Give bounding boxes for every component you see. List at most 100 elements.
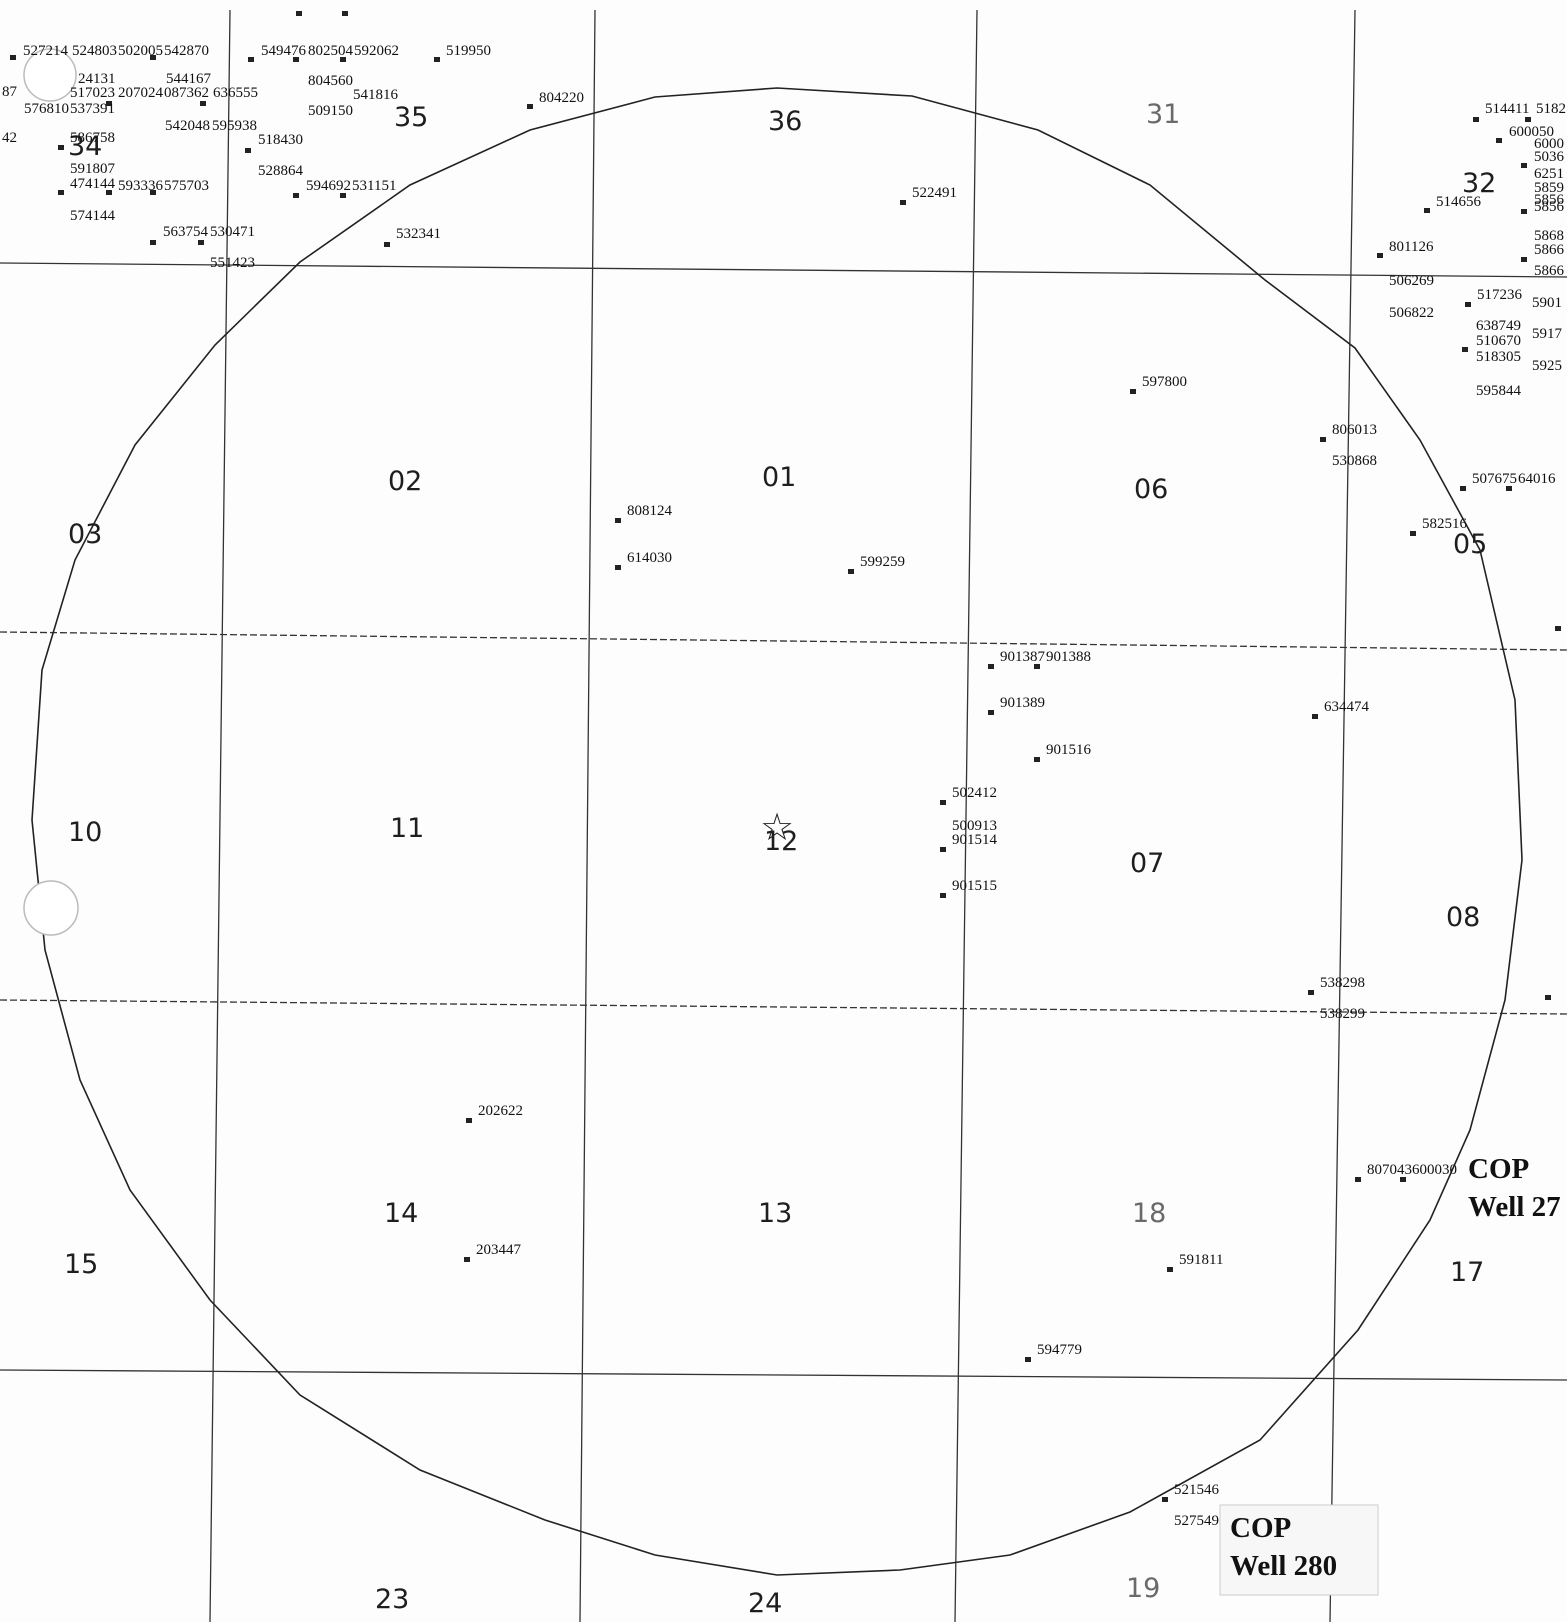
well-id-label: 5866 — [1534, 263, 1565, 279]
punch-hole-top — [23, 48, 77, 102]
well-id-label: 5182 — [1536, 101, 1566, 117]
well-marker — [1162, 1497, 1168, 1502]
well-marker — [434, 57, 440, 62]
well-id-label: 521546 — [1174, 1482, 1220, 1498]
well-id-label: 804220 — [539, 90, 584, 106]
well-id-label: 801126 — [1389, 239, 1434, 255]
well-id-label: 518305 — [1476, 349, 1521, 365]
well-id-label: 544167 — [166, 71, 212, 87]
cop-labels: COP Well 27 COP Well 280 — [1230, 1153, 1561, 1582]
well-marker — [988, 710, 994, 715]
well-marker — [150, 55, 156, 60]
well-id-label: 527214 — [23, 43, 69, 59]
well-id-label: 5901 — [1532, 295, 1562, 311]
well-id-label: 901516 — [1046, 742, 1092, 758]
well-id-label: 576810 — [24, 101, 69, 117]
grid-line-v2 — [579, 9, 596, 1622]
well-marker — [1525, 117, 1531, 122]
well-marker — [1545, 995, 1551, 1000]
well-marker — [198, 240, 204, 245]
well-marker — [1034, 664, 1040, 669]
well-id-label: 64016 — [1518, 471, 1556, 487]
section-number: 36 — [768, 106, 802, 137]
well-id-label: 509150 — [308, 103, 353, 119]
section-number: 12 — [764, 826, 798, 857]
well-id-label: 087362 — [164, 85, 209, 101]
well-marker — [848, 569, 854, 574]
well-id-label: 586758 — [70, 130, 115, 146]
well-marker — [1521, 163, 1527, 168]
well-id-label: 514411 — [1485, 101, 1529, 117]
section-number: 02 — [388, 466, 422, 497]
cop-label-line1: COP — [1230, 1512, 1291, 1544]
well-id-label: 507675 — [1472, 471, 1517, 487]
well-marker — [340, 193, 346, 198]
well-id-label: 5856 — [1534, 192, 1565, 208]
well-marker — [293, 57, 299, 62]
well-id-label: 594692 — [306, 178, 351, 194]
well-id-label: 530471 — [210, 224, 255, 240]
well-marker — [200, 101, 206, 106]
well-id-label: 549476 — [261, 43, 307, 59]
well-id-label: 5036 — [1534, 149, 1565, 165]
well-id-label: 527549 — [1174, 1513, 1219, 1529]
well-id-label: 5868 — [1534, 228, 1564, 244]
well-id-label: 591811 — [1179, 1252, 1223, 1268]
well-id-label: 5866 — [1534, 242, 1565, 258]
well-marker — [466, 1118, 472, 1123]
well-id-label: 519950 — [446, 43, 491, 59]
well-id-label: 517023 — [70, 85, 115, 101]
section-grid — [0, 9, 1567, 1622]
well-id-label: 804560 — [308, 73, 353, 89]
grid-line-h3 — [0, 999, 1567, 1015]
section-number: 07 — [1130, 848, 1164, 879]
well-marker — [527, 104, 533, 109]
well-id-label: 474144 — [70, 176, 116, 192]
well-marker — [1400, 1177, 1406, 1182]
cop-label-line2: Well 280 — [1230, 1550, 1337, 1582]
well-id-label: 901388 — [1046, 649, 1091, 665]
well-marker — [58, 145, 64, 150]
section-number: 13 — [758, 1198, 792, 1229]
well-id-label: 901514 — [952, 832, 998, 848]
cop-label-line2: Well 27 — [1468, 1191, 1561, 1223]
section-number: 06 — [1134, 474, 1168, 505]
well-marker — [1460, 486, 1466, 491]
well-marker — [1167, 1267, 1173, 1272]
section-number: 35 — [394, 102, 428, 133]
section-number: 03 — [68, 519, 102, 550]
well-id-label: 807043 — [1367, 1162, 1412, 1178]
well-marker — [1130, 389, 1136, 394]
well-id-label: 808124 — [627, 503, 673, 519]
well-marker — [900, 200, 906, 205]
well-id-label: 541816 — [353, 87, 399, 103]
well-id-label: 901387 — [1000, 649, 1046, 665]
cop-label-line1: COP — [1468, 1153, 1529, 1185]
well-id-label: 5859 — [1534, 180, 1564, 196]
well-marker — [384, 242, 390, 247]
well-marker — [464, 1257, 470, 1262]
cop-label-box — [1219, 1504, 1379, 1596]
section-number: 15 — [64, 1249, 98, 1280]
well-id-label: 538299 — [1320, 1006, 1365, 1022]
well-id-label: 595844 — [1476, 383, 1522, 399]
well-id-label: 6000 — [1534, 136, 1564, 152]
punch-hole-middle — [23, 880, 79, 936]
section-numbers: 36 31 35 32 34 02 01 06 03 05 10 11 12 0… — [64, 99, 1496, 1619]
well-id-label: 518430 — [258, 132, 303, 148]
well-marker — [940, 800, 946, 805]
grid-line-h2 — [0, 631, 1567, 651]
center-star-icon: ☆ — [760, 805, 794, 849]
section-number: 14 — [384, 1198, 418, 1229]
well-id-label: 5856 — [1534, 199, 1565, 215]
well-id-label: 202622 — [478, 1103, 523, 1119]
well-id-label: 537391 — [70, 101, 115, 117]
well-id-label: 532341 — [396, 226, 441, 242]
grid-line-v1 — [209, 9, 231, 1622]
well-id-label: 528864 — [258, 163, 304, 179]
well-id-label: 538298 — [1320, 975, 1365, 991]
well-marker — [1506, 486, 1512, 491]
well-id-label: 901515 — [952, 878, 997, 894]
radius-circle — [31, 87, 1523, 1576]
